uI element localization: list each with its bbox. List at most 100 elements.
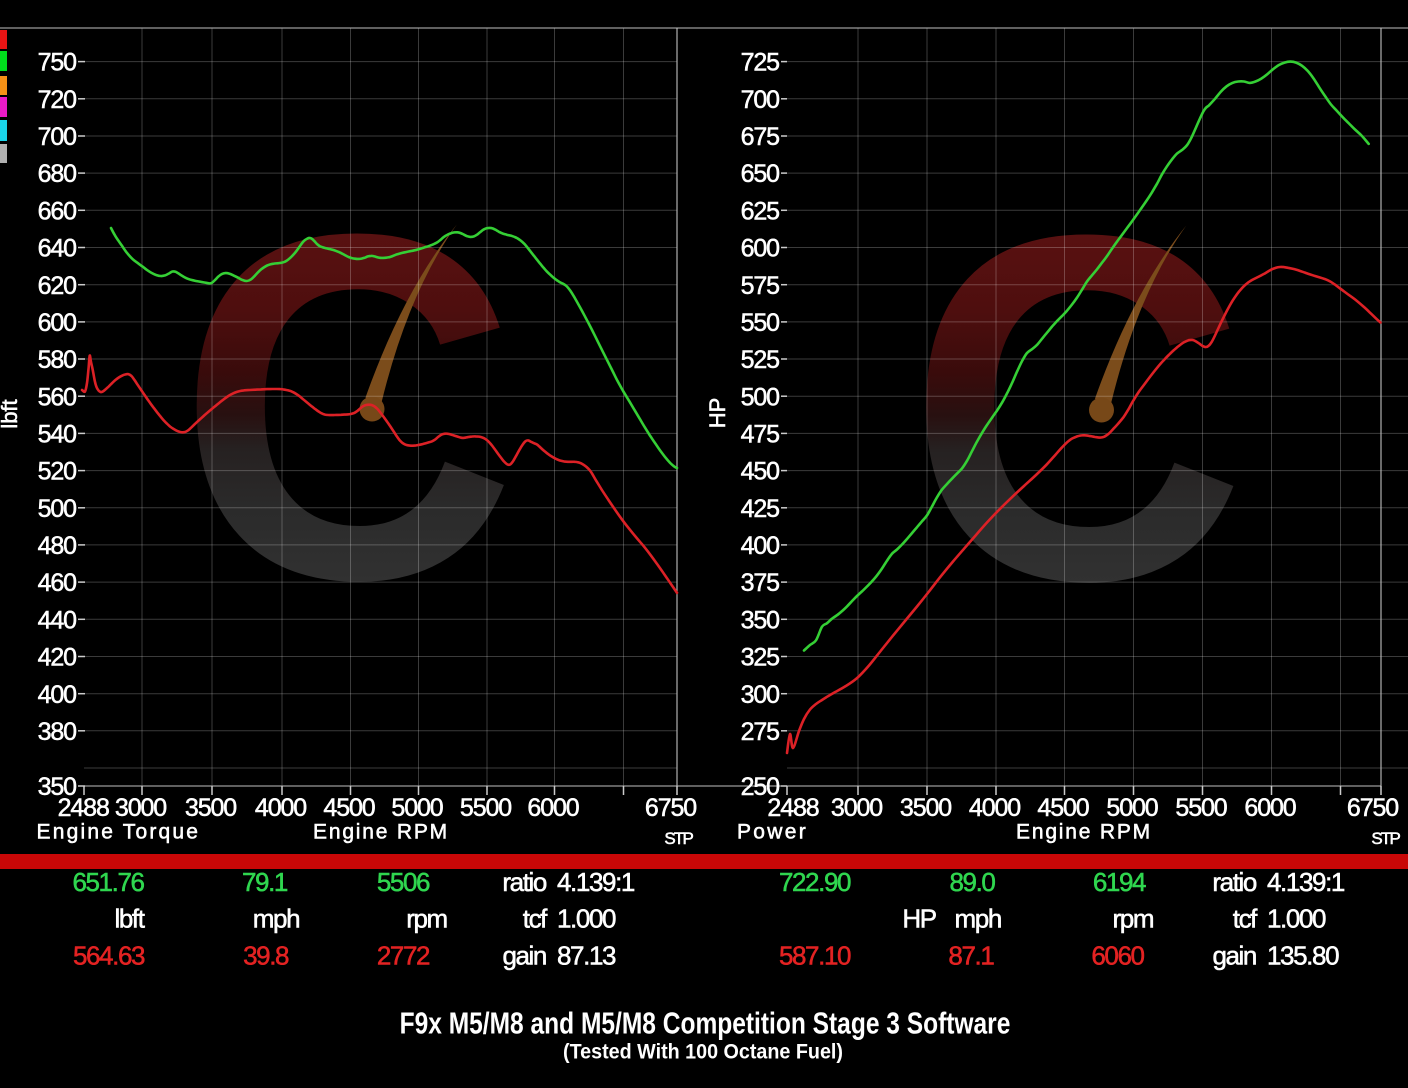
svg-text:1.000: 1.000 <box>557 904 616 934</box>
svg-text:5000: 5000 <box>391 794 442 822</box>
svg-text:625: 625 <box>741 197 780 225</box>
svg-text:350: 350 <box>38 773 77 801</box>
svg-text:325: 325 <box>741 644 780 672</box>
svg-text:2488: 2488 <box>58 794 109 822</box>
svg-text:6750: 6750 <box>1347 794 1398 822</box>
svg-text:lbft: lbft <box>114 904 145 934</box>
svg-text:HP: HP <box>705 398 730 429</box>
svg-text:460: 460 <box>38 569 77 597</box>
svg-text:564.63: 564.63 <box>73 940 145 970</box>
svg-text:4000: 4000 <box>969 794 1020 822</box>
svg-text:725: 725 <box>741 49 780 77</box>
svg-text:475: 475 <box>741 421 780 449</box>
svg-text:400: 400 <box>38 681 77 709</box>
svg-text:660: 660 <box>38 197 77 225</box>
svg-text:575: 575 <box>741 272 780 300</box>
svg-text:300: 300 <box>741 681 780 709</box>
svg-text:(Tested With 100 Octane Fuel): (Tested With 100 Octane Fuel) <box>563 1041 843 1064</box>
svg-text:440: 440 <box>38 606 77 634</box>
svg-text:tcf: tcf <box>523 904 548 934</box>
svg-text:500: 500 <box>741 383 780 411</box>
svg-text:375: 375 <box>741 569 780 597</box>
svg-text:89.0: 89.0 <box>949 867 995 897</box>
svg-text:4.139:1: 4.139:1 <box>1267 867 1345 897</box>
svg-text:gain: gain <box>1212 940 1256 970</box>
svg-text:6000: 6000 <box>527 794 578 822</box>
svg-text:400: 400 <box>741 532 780 560</box>
svg-text:651.76: 651.76 <box>72 867 144 897</box>
svg-text:STP: STP <box>1371 829 1400 848</box>
svg-text:Engine RPM: Engine RPM <box>313 821 449 844</box>
svg-text:600: 600 <box>38 309 77 337</box>
svg-text:5000: 5000 <box>1106 794 1157 822</box>
svg-text:C: C <box>907 133 1246 682</box>
svg-text:425: 425 <box>741 495 780 523</box>
svg-text:3000: 3000 <box>831 794 882 822</box>
svg-text:87.1: 87.1 <box>948 940 994 970</box>
svg-text:rpm: rpm <box>406 904 447 934</box>
svg-text:550: 550 <box>741 309 780 337</box>
svg-text:ratio: ratio <box>502 867 547 897</box>
svg-text:C: C <box>177 132 516 681</box>
svg-text:135.80: 135.80 <box>1267 940 1339 970</box>
svg-text:275: 275 <box>741 718 780 746</box>
svg-text:4500: 4500 <box>1037 794 1088 822</box>
svg-text:675: 675 <box>741 123 780 151</box>
svg-text:Power: Power <box>737 821 808 844</box>
svg-text:350: 350 <box>741 606 780 634</box>
svg-text:540: 540 <box>38 421 77 449</box>
svg-text:3000: 3000 <box>115 794 166 822</box>
svg-text:F9x M5/M8 and M5/M8 Competitio: F9x M5/M8 and M5/M8 Competition Stage 3 … <box>400 1006 1011 1040</box>
svg-text:500: 500 <box>38 495 77 523</box>
svg-text:250: 250 <box>741 773 780 801</box>
svg-text:450: 450 <box>741 458 780 486</box>
svg-text:520: 520 <box>38 458 77 486</box>
svg-text:4000: 4000 <box>255 794 306 822</box>
svg-text:700: 700 <box>741 86 780 114</box>
svg-text:525: 525 <box>741 346 780 374</box>
svg-text:5500: 5500 <box>1175 794 1226 822</box>
svg-text:680: 680 <box>38 160 77 188</box>
svg-text:6060: 6060 <box>1091 940 1144 970</box>
svg-text:3500: 3500 <box>185 794 236 822</box>
svg-text:rpm: rpm <box>1113 904 1154 934</box>
svg-text:Engine RPM: Engine RPM <box>1016 821 1152 844</box>
svg-text:587.10: 587.10 <box>779 940 851 970</box>
svg-text:gain: gain <box>502 940 546 970</box>
svg-text:750: 750 <box>38 49 77 77</box>
svg-text:HP: HP <box>902 904 935 934</box>
svg-text:4500: 4500 <box>323 794 374 822</box>
svg-text:lbft: lbft <box>0 399 22 428</box>
svg-text:700: 700 <box>38 123 77 151</box>
svg-text:600: 600 <box>741 235 780 263</box>
svg-text:87.13: 87.13 <box>557 940 616 970</box>
svg-text:5500: 5500 <box>460 794 511 822</box>
svg-text:380: 380 <box>38 718 77 746</box>
svg-text:2772: 2772 <box>377 940 430 970</box>
svg-text:560: 560 <box>38 383 77 411</box>
svg-text:620: 620 <box>38 272 77 300</box>
svg-text:580: 580 <box>38 346 77 374</box>
svg-text:5506: 5506 <box>377 867 430 897</box>
svg-text:ratio: ratio <box>1212 867 1257 897</box>
svg-text:tcf: tcf <box>1233 904 1258 934</box>
svg-text:6750: 6750 <box>645 794 696 822</box>
svg-text:4.139:1: 4.139:1 <box>557 867 635 897</box>
svg-text:Engine Torque: Engine Torque <box>37 821 201 844</box>
svg-text:mph: mph <box>955 904 1001 934</box>
svg-text:420: 420 <box>38 644 77 672</box>
svg-text:mph: mph <box>253 904 299 934</box>
svg-text:1.000: 1.000 <box>1267 904 1326 934</box>
svg-text:6000: 6000 <box>1244 794 1295 822</box>
svg-text:480: 480 <box>38 532 77 560</box>
svg-text:2488: 2488 <box>767 794 818 822</box>
svg-text:640: 640 <box>38 235 77 263</box>
svg-text:722.90: 722.90 <box>779 867 851 897</box>
svg-text:39.8: 39.8 <box>243 940 289 970</box>
svg-text:720: 720 <box>38 86 77 114</box>
svg-text:3500: 3500 <box>900 794 951 822</box>
svg-text:6194: 6194 <box>1093 867 1146 897</box>
svg-text:STP: STP <box>664 829 693 848</box>
svg-text:79.1: 79.1 <box>242 867 288 897</box>
svg-text:650: 650 <box>741 160 780 188</box>
